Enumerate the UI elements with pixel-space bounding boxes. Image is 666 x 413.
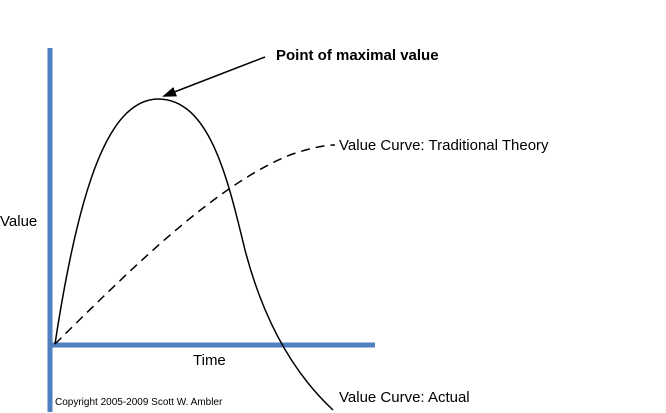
x-axis-label: Time bbox=[193, 352, 226, 369]
y-axis-label: Value bbox=[0, 213, 37, 230]
peak-arrow bbox=[164, 57, 265, 96]
traditional-curve-label: Value Curve: Traditional Theory bbox=[339, 137, 549, 154]
actual-curve-label: Value Curve: Actual bbox=[339, 389, 470, 406]
peak-annotation: Point of maximal value bbox=[276, 47, 439, 64]
traditional-value-curve bbox=[55, 145, 335, 344]
copyright-notice: Copyright 2005-2009 Scott W. Ambler bbox=[55, 397, 223, 408]
